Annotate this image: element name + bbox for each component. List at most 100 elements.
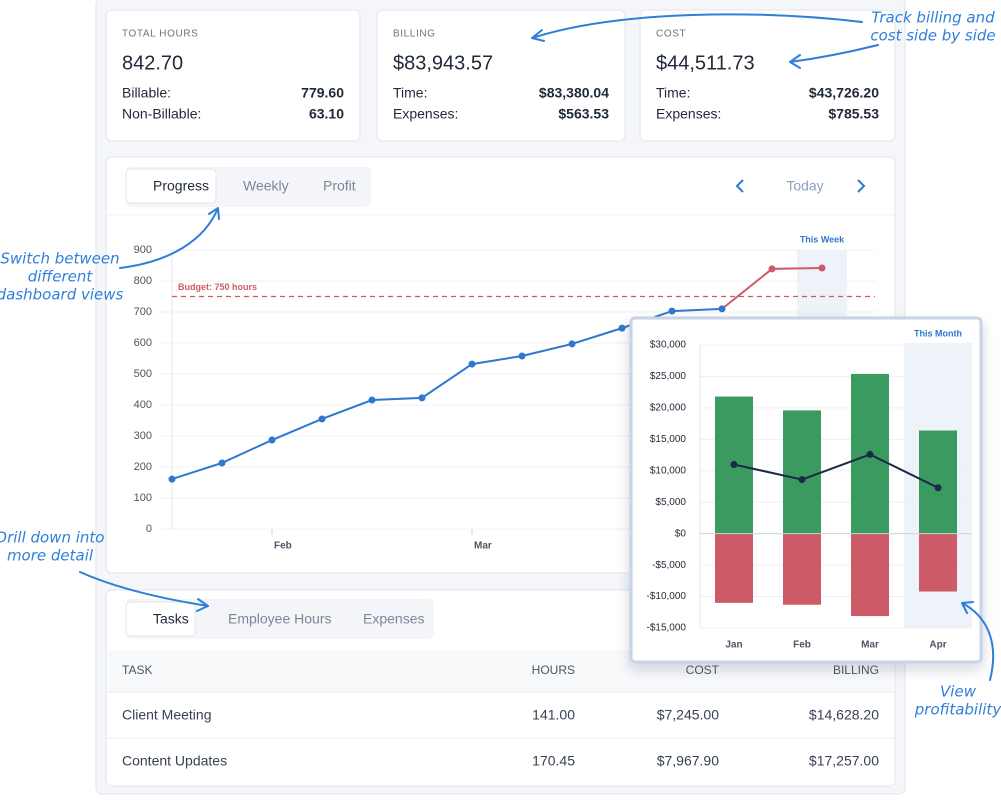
arrow — [961, 601, 995, 681]
point — [518, 352, 526, 360]
point — [418, 394, 426, 402]
row-value: $785.53 — [828, 106, 879, 122]
y-tick-label: $5,000 — [655, 497, 686, 508]
y-tick-label: $10,000 — [650, 465, 687, 476]
y-tick-label: 500 — [134, 368, 152, 380]
active-tab[interactable] — [125, 601, 196, 637]
profit-chart: This Month -$15,000 -$10,000 -$5,000 $0 $5,00… — [647, 328, 972, 651]
bar — [715, 533, 753, 603]
bar — [851, 533, 889, 617]
annotation: cost side by side — [870, 27, 995, 45]
point — [618, 324, 626, 332]
y-tick-label: 400 — [134, 399, 152, 411]
row-value: 63.10 — [309, 106, 344, 122]
x-tick-label: Mar — [861, 640, 879, 651]
y-tick-label: 900 — [134, 244, 152, 256]
y-tick-label: 600 — [134, 337, 152, 349]
highlight-label: This Week — [800, 234, 845, 244]
point — [168, 475, 176, 483]
annotation: dashboard views — [0, 286, 124, 304]
point — [818, 264, 826, 272]
row-label: Expenses: — [393, 106, 458, 122]
y-tick-label: $15,000 — [650, 434, 687, 445]
point — [368, 396, 376, 404]
y-tick-label: -$10,000 — [647, 591, 687, 602]
point — [934, 484, 942, 492]
point — [218, 459, 226, 467]
annotation: Track billing and — [871, 9, 995, 27]
table-cell: Content Updates — [122, 753, 227, 769]
arrow — [789, 44, 879, 69]
arrow — [531, 13, 863, 42]
row-value: 779.60 — [301, 85, 344, 101]
y-tick-label: 200 — [134, 461, 152, 473]
view-tab[interactable]: Progress — [153, 178, 209, 194]
view-tab[interactable]: Profit — [323, 178, 356, 194]
row-value: $83,380.04 — [539, 85, 609, 101]
y-tick-label: 300 — [134, 430, 152, 442]
point — [268, 436, 276, 444]
annotation: View — [940, 683, 977, 701]
highlight-label: This Month — [914, 328, 962, 338]
card — [105, 9, 361, 142]
column-header: BILLING — [833, 663, 879, 677]
line — [733, 453, 939, 489]
point — [468, 360, 476, 368]
point — [866, 450, 874, 458]
budget-label: Budget: 750 hours — [178, 282, 257, 292]
table-cell: $7,967.90 — [657, 753, 719, 769]
row-label: Time: — [393, 85, 427, 101]
x-tick-label: Feb — [793, 640, 811, 651]
y-tick-label: 800 — [134, 275, 152, 287]
y-tick-label: $30,000 — [650, 340, 687, 351]
annotation: Drill down into — [0, 529, 104, 547]
arrow — [119, 207, 220, 269]
table-cell: 170.45 — [532, 753, 575, 769]
row-label: Time: — [656, 85, 690, 101]
x-tick-label: Mar — [474, 541, 492, 552]
next-button[interactable] — [857, 179, 866, 193]
point — [668, 307, 676, 315]
row-value: $43,726.20 — [809, 85, 879, 101]
column-header: TASK — [122, 663, 152, 677]
card-value: $83,943.57 — [393, 52, 493, 74]
active-tab[interactable] — [125, 168, 217, 204]
x-tick-label: Jan — [725, 640, 742, 651]
point — [768, 265, 776, 273]
table-cell: $17,257.00 — [809, 753, 879, 769]
annotation: Switch between — [0, 250, 119, 268]
table-cell: Client Meeting — [122, 707, 212, 723]
point — [318, 415, 326, 423]
annotation: more detail — [7, 547, 94, 565]
annotation: profitability — [914, 701, 1001, 719]
prev-button[interactable] — [735, 179, 744, 193]
point — [798, 476, 806, 484]
card-value: $44,511.73 — [656, 52, 755, 74]
row-value: $563.53 — [558, 106, 609, 122]
y-tick-label: $25,000 — [650, 371, 687, 382]
column-header: COST — [686, 663, 720, 677]
y-tick-label: -$5,000 — [652, 560, 686, 571]
card-label: COST — [656, 29, 686, 40]
row-label: Non-Billable: — [122, 106, 201, 122]
point — [568, 340, 576, 348]
view-tab[interactable]: Weekly — [243, 178, 289, 194]
today-button[interactable]: Today — [786, 178, 823, 194]
card — [376, 9, 626, 142]
y-tick-label: $0 — [675, 528, 687, 539]
card-label: TOTAL HOURS — [122, 29, 198, 40]
detail-tab[interactable]: Tasks — [153, 611, 189, 627]
detail-tab[interactable]: Employee Hours — [228, 611, 332, 627]
detail-tab[interactable]: Expenses — [363, 611, 424, 627]
row-label: Billable: — [122, 85, 171, 101]
y-tick-label: 100 — [134, 492, 152, 504]
table-cell: $14,628.20 — [809, 707, 879, 723]
arrow — [79, 571, 209, 612]
table-cell: $7,245.00 — [657, 707, 719, 723]
x-tick-label: Feb — [274, 541, 292, 552]
bar — [919, 533, 957, 592]
column-header: HOURS — [532, 663, 575, 677]
card-label: BILLING — [393, 29, 436, 40]
annotation: different — [28, 268, 94, 286]
